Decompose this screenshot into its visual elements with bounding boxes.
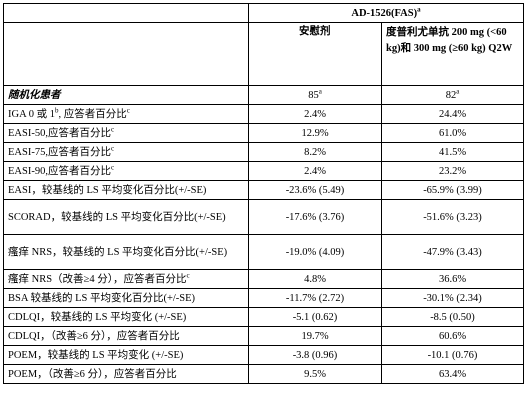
randomized-label-cell: 随机化患者 bbox=[3, 85, 249, 105]
row-placebo-value: 4.8% bbox=[248, 269, 382, 289]
row-label-footnote: c bbox=[110, 163, 115, 171]
row-label-cell: CDLQI，较基线的 LS 平均变化 (+/-SE) bbox=[3, 307, 249, 327]
row-label-cell: EASI-75,应答者百分比c bbox=[3, 142, 249, 162]
arm-dupilumab-header: 度普利尤单抗 200 mg (<60 kg)和 300 mg (≥60 kg) … bbox=[381, 22, 524, 86]
row-dupilumab-value: -47.9% (3.43) bbox=[381, 234, 524, 270]
study-header-row: AD-1526(FAS)a bbox=[3, 3, 524, 23]
table-row: 瘙痒 NRS（改善≥4 分），应答者百分比c 4.8% 36.6% bbox=[3, 269, 524, 289]
row-label: 瘙痒 NRS（改善≥4 分），应答者百分比 bbox=[8, 273, 187, 285]
row-placebo-value: -3.8 (0.96) bbox=[248, 345, 382, 365]
study-name-cell: AD-1526(FAS)a bbox=[248, 3, 524, 23]
table-row: BSA 较基线的 LS 平均变化百分比(+/-SE) -11.7% (2.72)… bbox=[3, 288, 524, 308]
row-dupilumab-value: -8.5 (0.50) bbox=[381, 307, 524, 327]
row-placebo-value: 2.4% bbox=[248, 161, 382, 181]
row-dupilumab-value: -51.6% (3.23) bbox=[381, 199, 524, 235]
arms-header-row: 安慰剂 度普利尤单抗 200 mg (<60 kg)和 300 mg (≥60 … bbox=[3, 22, 524, 86]
row-label: EASI-50,应答者百分比 bbox=[8, 127, 111, 139]
row-placebo-value: -17.6% (3.76) bbox=[248, 199, 382, 235]
table-row: SCORAD，较基线的 LS 平均变化百分比(+/-SE) -17.6% (3.… bbox=[3, 199, 524, 235]
row-label-footnote: c bbox=[186, 271, 190, 279]
arm-placebo-label: 安慰剂 bbox=[299, 26, 331, 37]
table-row: EASI-50,应答者百分比c 12.9% 61.0% bbox=[3, 123, 524, 143]
table-row: EASI-75,应答者百分比c 8.2% 41.5% bbox=[3, 142, 524, 162]
row-dupilumab-value: -65.9% (3.99) bbox=[381, 180, 524, 200]
randomized-placebo-cell: 85a bbox=[248, 85, 382, 105]
study-name-footnote: a bbox=[417, 5, 421, 13]
row-label-cell: EASI-90,应答者百分比c bbox=[3, 161, 249, 181]
randomized-dupilumab-cell: 82a bbox=[381, 85, 524, 105]
row-placebo-value: 12.9% bbox=[248, 123, 382, 143]
row-label-footnote: c bbox=[110, 125, 115, 133]
row-label-footnote: c bbox=[110, 144, 115, 152]
row-label-cell: 瘙痒 NRS，较基线的 LS 平均变化百分比(+/-SE) bbox=[3, 234, 249, 270]
row-label: EASI-75,应答者百分比 bbox=[8, 146, 111, 158]
row-dupilumab-value: 23.2% bbox=[381, 161, 524, 181]
row-label: IGA 0 或 1 bbox=[8, 108, 55, 120]
efficacy-results-table: AD-1526(FAS)a 安慰剂 度普利尤单抗 200 mg (<60 kg)… bbox=[3, 3, 524, 384]
randomized-label: 随机化患者 bbox=[8, 89, 61, 101]
row-label: EASI-90,应答者百分比 bbox=[8, 165, 111, 177]
row-placebo-value: -11.7% (2.72) bbox=[248, 288, 382, 308]
row-label-suffix: , 应答者百分比 bbox=[58, 108, 127, 120]
table-row: POEM，（改善≥6 分），应答者百分比 9.5% 63.4% bbox=[3, 364, 524, 384]
row-label-cell: POEM，较基线的 LS 平均变化 (+/-SE) bbox=[3, 345, 249, 365]
table-row: CDLQI，（改善≥6 分），应答者百分比 19.7% 60.6% bbox=[3, 326, 524, 346]
row-placebo-value: -19.0% (4.09) bbox=[248, 234, 382, 270]
row-label-cell: EASI，较基线的 LS 平均变化百分比(+/-SE) bbox=[3, 180, 249, 200]
row-label-cell: POEM，（改善≥6 分），应答者百分比 bbox=[3, 364, 249, 384]
row-label-cell: SCORAD，较基线的 LS 平均变化百分比(+/-SE) bbox=[3, 199, 249, 235]
row-dupilumab-value: 60.6% bbox=[381, 326, 524, 346]
row-label-cell: BSA 较基线的 LS 平均变化百分比(+/-SE) bbox=[3, 288, 249, 308]
table-row: CDLQI，较基线的 LS 平均变化 (+/-SE) -5.1 (0.62) -… bbox=[3, 307, 524, 327]
randomized-placebo-footnote: a bbox=[318, 87, 322, 95]
row-dupilumab-value: -30.1% (2.34) bbox=[381, 288, 524, 308]
row-dupilumab-value: 41.5% bbox=[381, 142, 524, 162]
row-label-cell: 瘙痒 NRS（改善≥4 分），应答者百分比c bbox=[3, 269, 249, 289]
study-name: AD-1526(FAS) bbox=[351, 7, 418, 19]
row-placebo-value: 9.5% bbox=[248, 364, 382, 384]
row-dupilumab-value: 36.6% bbox=[381, 269, 524, 289]
row-dupilumab-value: 24.4% bbox=[381, 104, 524, 124]
row-placebo-value: 19.7% bbox=[248, 326, 382, 346]
row-dupilumab-value: 61.0% bbox=[381, 123, 524, 143]
row-placebo-value: 2.4% bbox=[248, 104, 382, 124]
arm-placebo-header: 安慰剂 bbox=[248, 22, 382, 86]
table-row: POEM，较基线的 LS 平均变化 (+/-SE) -3.8 (0.96) -1… bbox=[3, 345, 524, 365]
row-label-footnote: b bbox=[54, 106, 59, 114]
randomized-dupilumab-count: 82 bbox=[445, 89, 457, 101]
table-row: EASI-90,应答者百分比c 2.4% 23.2% bbox=[3, 161, 524, 181]
arms-blank-cell bbox=[3, 22, 249, 86]
row-label-cell: IGA 0 或 1b, 应答者百分比c bbox=[3, 104, 249, 124]
table-row: IGA 0 或 1b, 应答者百分比c 2.4% 24.4% bbox=[3, 104, 524, 124]
row-placebo-value: -23.6% (5.49) bbox=[248, 180, 382, 200]
row-placebo-value: 8.2% bbox=[248, 142, 382, 162]
row-dupilumab-value: 63.4% bbox=[381, 364, 524, 384]
randomized-dupilumab-footnote: a bbox=[456, 87, 460, 95]
row-dupilumab-value: -10.1 (0.76) bbox=[381, 345, 524, 365]
table-row: EASI，较基线的 LS 平均变化百分比(+/-SE) -23.6% (5.49… bbox=[3, 180, 524, 200]
row-label-footnote-2: c bbox=[126, 106, 130, 114]
row-label-cell: CDLQI，（改善≥6 分），应答者百分比 bbox=[3, 326, 249, 346]
randomized-row: 随机化患者 85a 82a bbox=[3, 85, 524, 105]
arm-dupilumab-label: 度普利尤单抗 200 mg (<60 kg)和 300 mg (≥60 kg) … bbox=[386, 27, 513, 54]
header-blank-cell bbox=[3, 3, 249, 23]
row-label-cell: EASI-50,应答者百分比c bbox=[3, 123, 249, 143]
randomized-placebo-count: 85 bbox=[308, 89, 319, 101]
row-placebo-value: -5.1 (0.62) bbox=[248, 307, 382, 327]
table-row: 瘙痒 NRS，较基线的 LS 平均变化百分比(+/-SE) -19.0% (4.… bbox=[3, 234, 524, 270]
